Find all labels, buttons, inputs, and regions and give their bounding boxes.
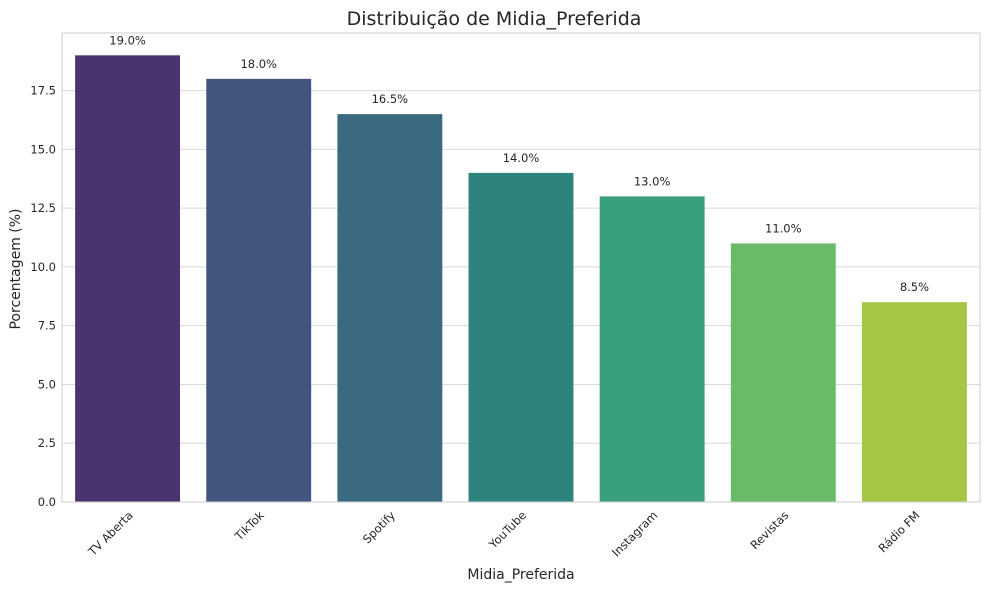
y-tick-label: 12.5 (30, 201, 56, 215)
data-label: 16.5% (372, 92, 409, 106)
data-label: 11.0% (765, 221, 802, 235)
data-label: 18.0% (240, 57, 277, 71)
data-labels: 19.0% 18.0% 16.5% 14.0% 13.0% 11.0% 8.5% (109, 33, 929, 294)
y-tick-label: 17.5 (30, 84, 56, 98)
bar (468, 172, 574, 502)
bar (730, 243, 836, 502)
bar (206, 78, 312, 502)
plot-frame (61, 32, 981, 503)
data-label: 14.0% (503, 151, 540, 165)
y-tick-label: 15.0 (30, 142, 56, 156)
data-label: 13.0% (634, 174, 671, 188)
y-tick-label: 0.0 (38, 495, 56, 509)
bar (599, 196, 705, 502)
data-label: 8.5% (900, 280, 929, 294)
bar (337, 114, 443, 503)
bar (861, 302, 967, 502)
bar (75, 55, 181, 502)
y-axis-label: Porcentagem (%) (8, 208, 24, 329)
bars (75, 55, 967, 503)
y-tick-label: 5.0 (38, 377, 56, 391)
data-label: 19.0% (109, 33, 146, 47)
y-tick-label: 10.0 (30, 260, 56, 274)
y-tick-label: 7.5 (38, 319, 56, 333)
chart-title: Distribuição de Midia_Preferida (347, 8, 642, 30)
x-axis-label: Midia_Preferida (467, 567, 574, 583)
y-axis-ticks: 0.0 2.5 5.0 7.5 10.0 12.5 15.0 17.5 (30, 84, 56, 509)
y-tick-label: 2.5 (38, 436, 56, 450)
